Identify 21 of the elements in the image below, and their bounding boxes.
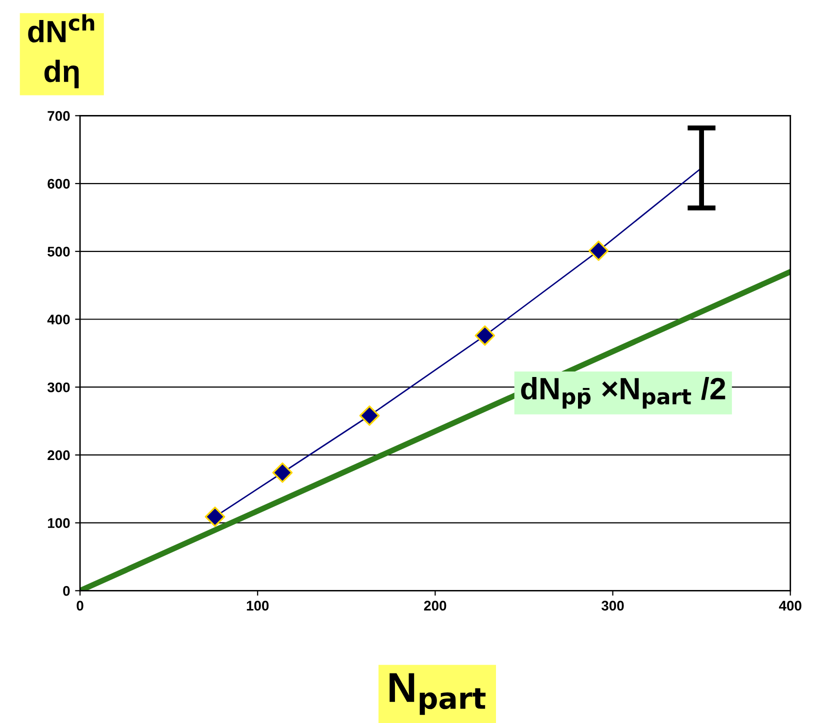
point: [359, 405, 380, 426]
point: [272, 462, 293, 483]
x-tick-label: 300: [602, 600, 624, 611]
x-tick-label: 200: [424, 600, 446, 611]
x-tick-label: 400: [778, 600, 802, 611]
point: [588, 240, 609, 261]
y-tick-label: 700: [48, 111, 70, 121]
x-tick-label: 100: [246, 600, 269, 611]
text: dN$^{ch}$ dη: [28, 14, 94, 88]
point: [204, 506, 226, 527]
y-tick-label: 500: [48, 246, 70, 257]
y-tick-label: 400: [47, 314, 70, 324]
y-tick-label: 100: [48, 518, 70, 528]
y-tick-label: 600: [48, 178, 70, 189]
y-tick-label: 300: [47, 382, 70, 392]
x-axis-title: N$_{part}$: [390, 673, 486, 715]
y-tick-label: 0: [63, 586, 70, 596]
y-tick-label: 200: [48, 450, 70, 460]
x-tick-label: 0: [76, 600, 84, 611]
point: [474, 325, 496, 346]
series-label: dN$_{pp̄}$ ×N$_{part}$ /2: [521, 377, 726, 409]
